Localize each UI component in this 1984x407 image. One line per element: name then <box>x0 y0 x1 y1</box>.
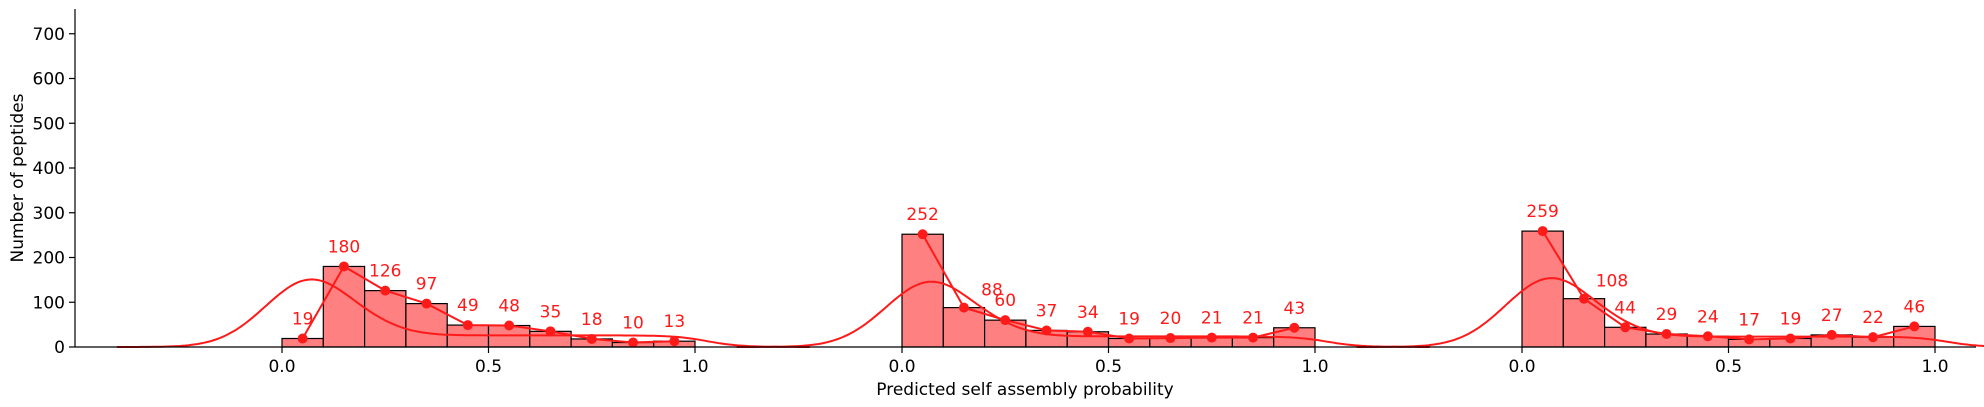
data-label: 43 <box>1284 299 1306 319</box>
data-point <box>1124 333 1135 344</box>
data-label: 259 <box>1526 202 1558 222</box>
data-point <box>1165 333 1176 344</box>
histogram-bar <box>364 290 407 348</box>
data-point <box>421 298 432 309</box>
data-label: 180 <box>328 237 360 257</box>
data-point <box>628 337 639 348</box>
data-label: 48 <box>498 297 520 317</box>
data-label: 126 <box>369 262 401 282</box>
x-tick-label: 1.0 <box>1921 357 1948 377</box>
data-label: 22 <box>1862 308 1884 328</box>
data-label: 35 <box>540 302 562 322</box>
data-label: 17 <box>1738 310 1760 330</box>
y-axis-ticks: 0 100 200 300 400 500 600 700 <box>33 25 75 358</box>
data-label: 19 <box>292 309 314 329</box>
data-point <box>958 302 969 313</box>
kde-curve <box>116 278 810 348</box>
data-point <box>1744 334 1755 345</box>
data-point <box>1909 321 1920 332</box>
data-point <box>1248 332 1259 343</box>
y-axis-label: Number of peptides <box>8 93 28 262</box>
x-axis-ticks: 0.0 0.5 1.0 0.0 0.5 1.0 0.0 0.5 1.0 <box>268 347 1949 377</box>
data-label: 252 <box>906 205 938 225</box>
y-tick-label: 100 <box>33 293 65 313</box>
y-tick-label: 700 <box>33 25 65 45</box>
data-label: 49 <box>457 296 479 316</box>
data-point <box>1826 329 1837 340</box>
data-point <box>1041 325 1052 336</box>
data-label: 60 <box>994 291 1016 311</box>
data-point <box>338 261 349 272</box>
data-label: 18 <box>581 310 603 330</box>
data-point <box>545 326 556 337</box>
x-tick-label: 1.0 <box>1301 357 1328 377</box>
data-label: 108 <box>1596 272 1628 292</box>
x-tick-label: 0.5 <box>1715 357 1742 377</box>
data-label: 24 <box>1697 307 1719 327</box>
data-label: 34 <box>1077 303 1099 323</box>
data-label: 21 <box>1201 309 1223 329</box>
data-label: 13 <box>664 312 686 332</box>
data-point <box>504 320 515 331</box>
data-point <box>669 336 680 347</box>
frequency-line <box>301 265 675 344</box>
data-point <box>1289 322 1300 333</box>
data-point <box>1620 322 1631 333</box>
data-point <box>462 320 473 331</box>
data-label: 88 <box>981 281 1003 301</box>
x-tick-label: 0.0 <box>888 357 915 377</box>
data-point <box>1000 315 1011 326</box>
axes <box>74 9 1976 348</box>
histogram-panel: 19 180 126 97 49 48 35 18 10 13 <box>116 237 810 348</box>
data-point <box>1785 333 1796 344</box>
histogram-bar <box>322 265 366 348</box>
data-label: 46 <box>1904 297 1926 317</box>
data-point <box>1537 226 1548 237</box>
y-tick-label: 0 <box>54 338 65 358</box>
data-point <box>586 333 597 344</box>
x-tick-label: 0.0 <box>268 357 295 377</box>
x-tick-label: 0.5 <box>1095 357 1122 377</box>
data-point <box>1702 331 1713 342</box>
histogram-bar <box>942 307 986 348</box>
x-tick-label: 0.5 <box>475 357 502 377</box>
data-point <box>380 285 391 296</box>
data-label: 29 <box>1656 305 1678 325</box>
histogram-panel: 259 108 44 29 24 17 19 27 22 46 <box>1356 202 1984 348</box>
data-point <box>1578 293 1589 304</box>
y-tick-label: 500 <box>33 114 65 134</box>
data-point <box>1082 326 1093 337</box>
data-point <box>917 229 928 240</box>
y-tick-label: 600 <box>33 70 65 90</box>
frequency-line <box>921 233 1295 340</box>
x-tick-label: 0.0 <box>1508 357 1535 377</box>
x-axis-label: Predicted self assembly probability <box>876 380 1173 400</box>
data-label: 97 <box>416 275 438 295</box>
y-tick-label: 200 <box>33 249 65 269</box>
data-label: 19 <box>1118 309 1140 329</box>
data-point <box>1661 329 1672 340</box>
histogram-bar <box>1521 230 1564 348</box>
kde-curve <box>736 280 1430 348</box>
y-tick-label: 400 <box>33 159 65 179</box>
y-tick-label: 300 <box>33 204 65 224</box>
data-point <box>1868 332 1879 343</box>
data-label: 20 <box>1160 309 1182 329</box>
x-tick-label: 1.0 <box>681 357 708 377</box>
histogram-bar <box>1562 298 1606 348</box>
data-label: 21 <box>1242 309 1264 329</box>
data-point <box>1206 332 1217 343</box>
frequency-line <box>1541 230 1915 341</box>
data-label: 27 <box>1821 306 1843 326</box>
data-label: 44 <box>1614 298 1636 318</box>
data-label: 19 <box>1780 309 1802 329</box>
data-label: 37 <box>1036 301 1058 321</box>
data-label: 10 <box>622 314 644 334</box>
data-point <box>297 333 308 344</box>
